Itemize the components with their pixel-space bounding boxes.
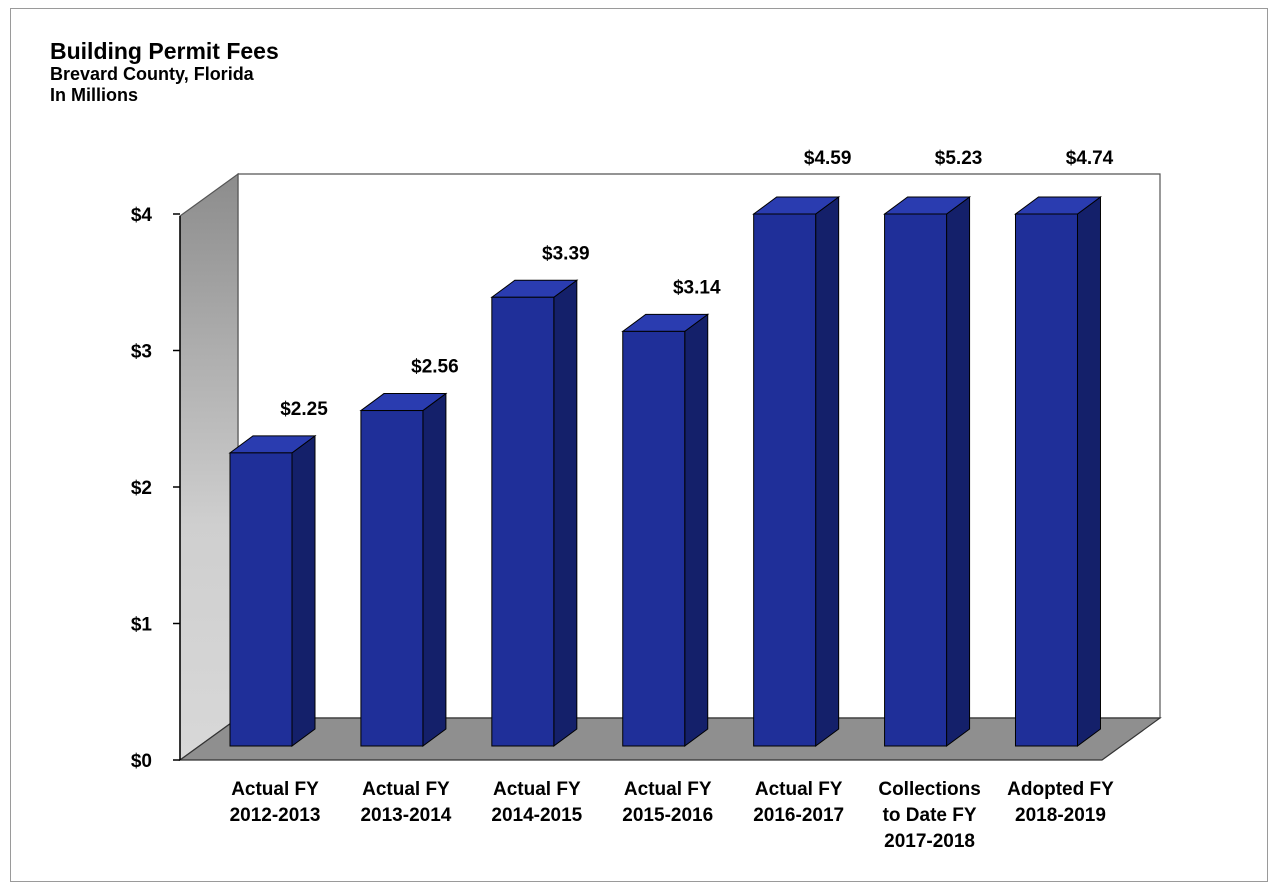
x-tick-label: Adopted FY 2018-2019 [1007,779,1114,826]
x-tick-label-line: to Date FY [883,805,977,826]
bar-front [622,330,686,747]
x-tick-label-line: 2012-2013 [230,805,321,826]
bar [752,196,841,747]
y-tick-label: $0 [131,751,152,772]
y-tick-label: $3 [131,342,152,363]
bar [490,279,579,747]
bar-side [1076,196,1101,747]
x-tick-label-line: 2015-2016 [622,805,713,826]
data-label: $2.25 [280,399,328,420]
bar-front [229,452,293,747]
bar-side [946,196,971,747]
x-tick-label-line: Actual FY [493,779,581,800]
data-label: $4.59 [804,148,852,169]
bar [359,392,448,747]
bar-front [360,410,424,747]
y-tick-label: $2 [131,478,152,499]
x-tick-label-line: Actual FY [362,779,450,800]
data-label: $3.14 [673,277,721,298]
chart-title: Building Permit Fees [50,38,279,64]
bar [1013,196,1103,747]
x-tick-label-line: Actual FY [755,779,843,800]
y-tick-label: $4 [131,205,153,226]
data-label: $2.56 [411,357,459,378]
side-wall [179,172,239,762]
x-tick-label-line: 2013-2014 [360,805,451,826]
bar [883,196,972,747]
x-tick-label-line: Adopted FY [1007,779,1114,800]
bar-front [1014,213,1078,747]
x-tick-label: Actual FY 2016-2017 [753,779,844,826]
bar [621,313,710,747]
chart-subtitle-1: Brevard County, Florida [50,64,254,84]
x-tick-label-line: 2016-2017 [753,805,844,826]
data-labels: $2.25 $2.56 $3.39 $3.14 $4.59 $5.23 $4.74 [280,148,1113,420]
data-label: $5.23 [935,148,983,169]
bar-front [491,296,555,747]
x-tick-label-line: Collections [878,779,980,800]
x-tick-label-line: Actual FY [624,779,712,800]
x-tick-label-line: 2017-2018 [884,831,975,852]
y-axis: $0 $1 $2 $3 $4 [131,205,181,772]
data-label: $3.39 [542,243,590,264]
bar-front [884,213,948,747]
y-tick-label: $1 [131,615,153,636]
x-tick-label: Actual FY 2013-2014 [360,779,451,826]
x-tick-label-line: 2018-2019 [1015,805,1106,826]
x-tick-label-line: 2014-2015 [491,805,582,826]
bar-series [228,196,1103,747]
chart-subtitle-2: In Millions [50,85,138,105]
x-tick-label: Actual FY 2014-2015 [491,779,582,826]
chart-titles: Building Permit Fees Brevard County, Flo… [50,38,279,106]
bar [228,434,317,747]
x-tick-label: Actual FY 2012-2013 [230,779,321,826]
bar-side [553,279,578,747]
bar-side [815,196,840,747]
bar-front [753,213,817,747]
x-tick-label: Collections to Date FY 2017-2018 [878,779,980,852]
bar-side [684,313,709,747]
data-label: $4.74 [1066,148,1114,169]
x-tick-label: Actual FY 2015-2016 [622,779,713,826]
bar-side [291,434,316,747]
bar-side [422,392,447,747]
x-tick-label-line: Actual FY [231,779,319,800]
